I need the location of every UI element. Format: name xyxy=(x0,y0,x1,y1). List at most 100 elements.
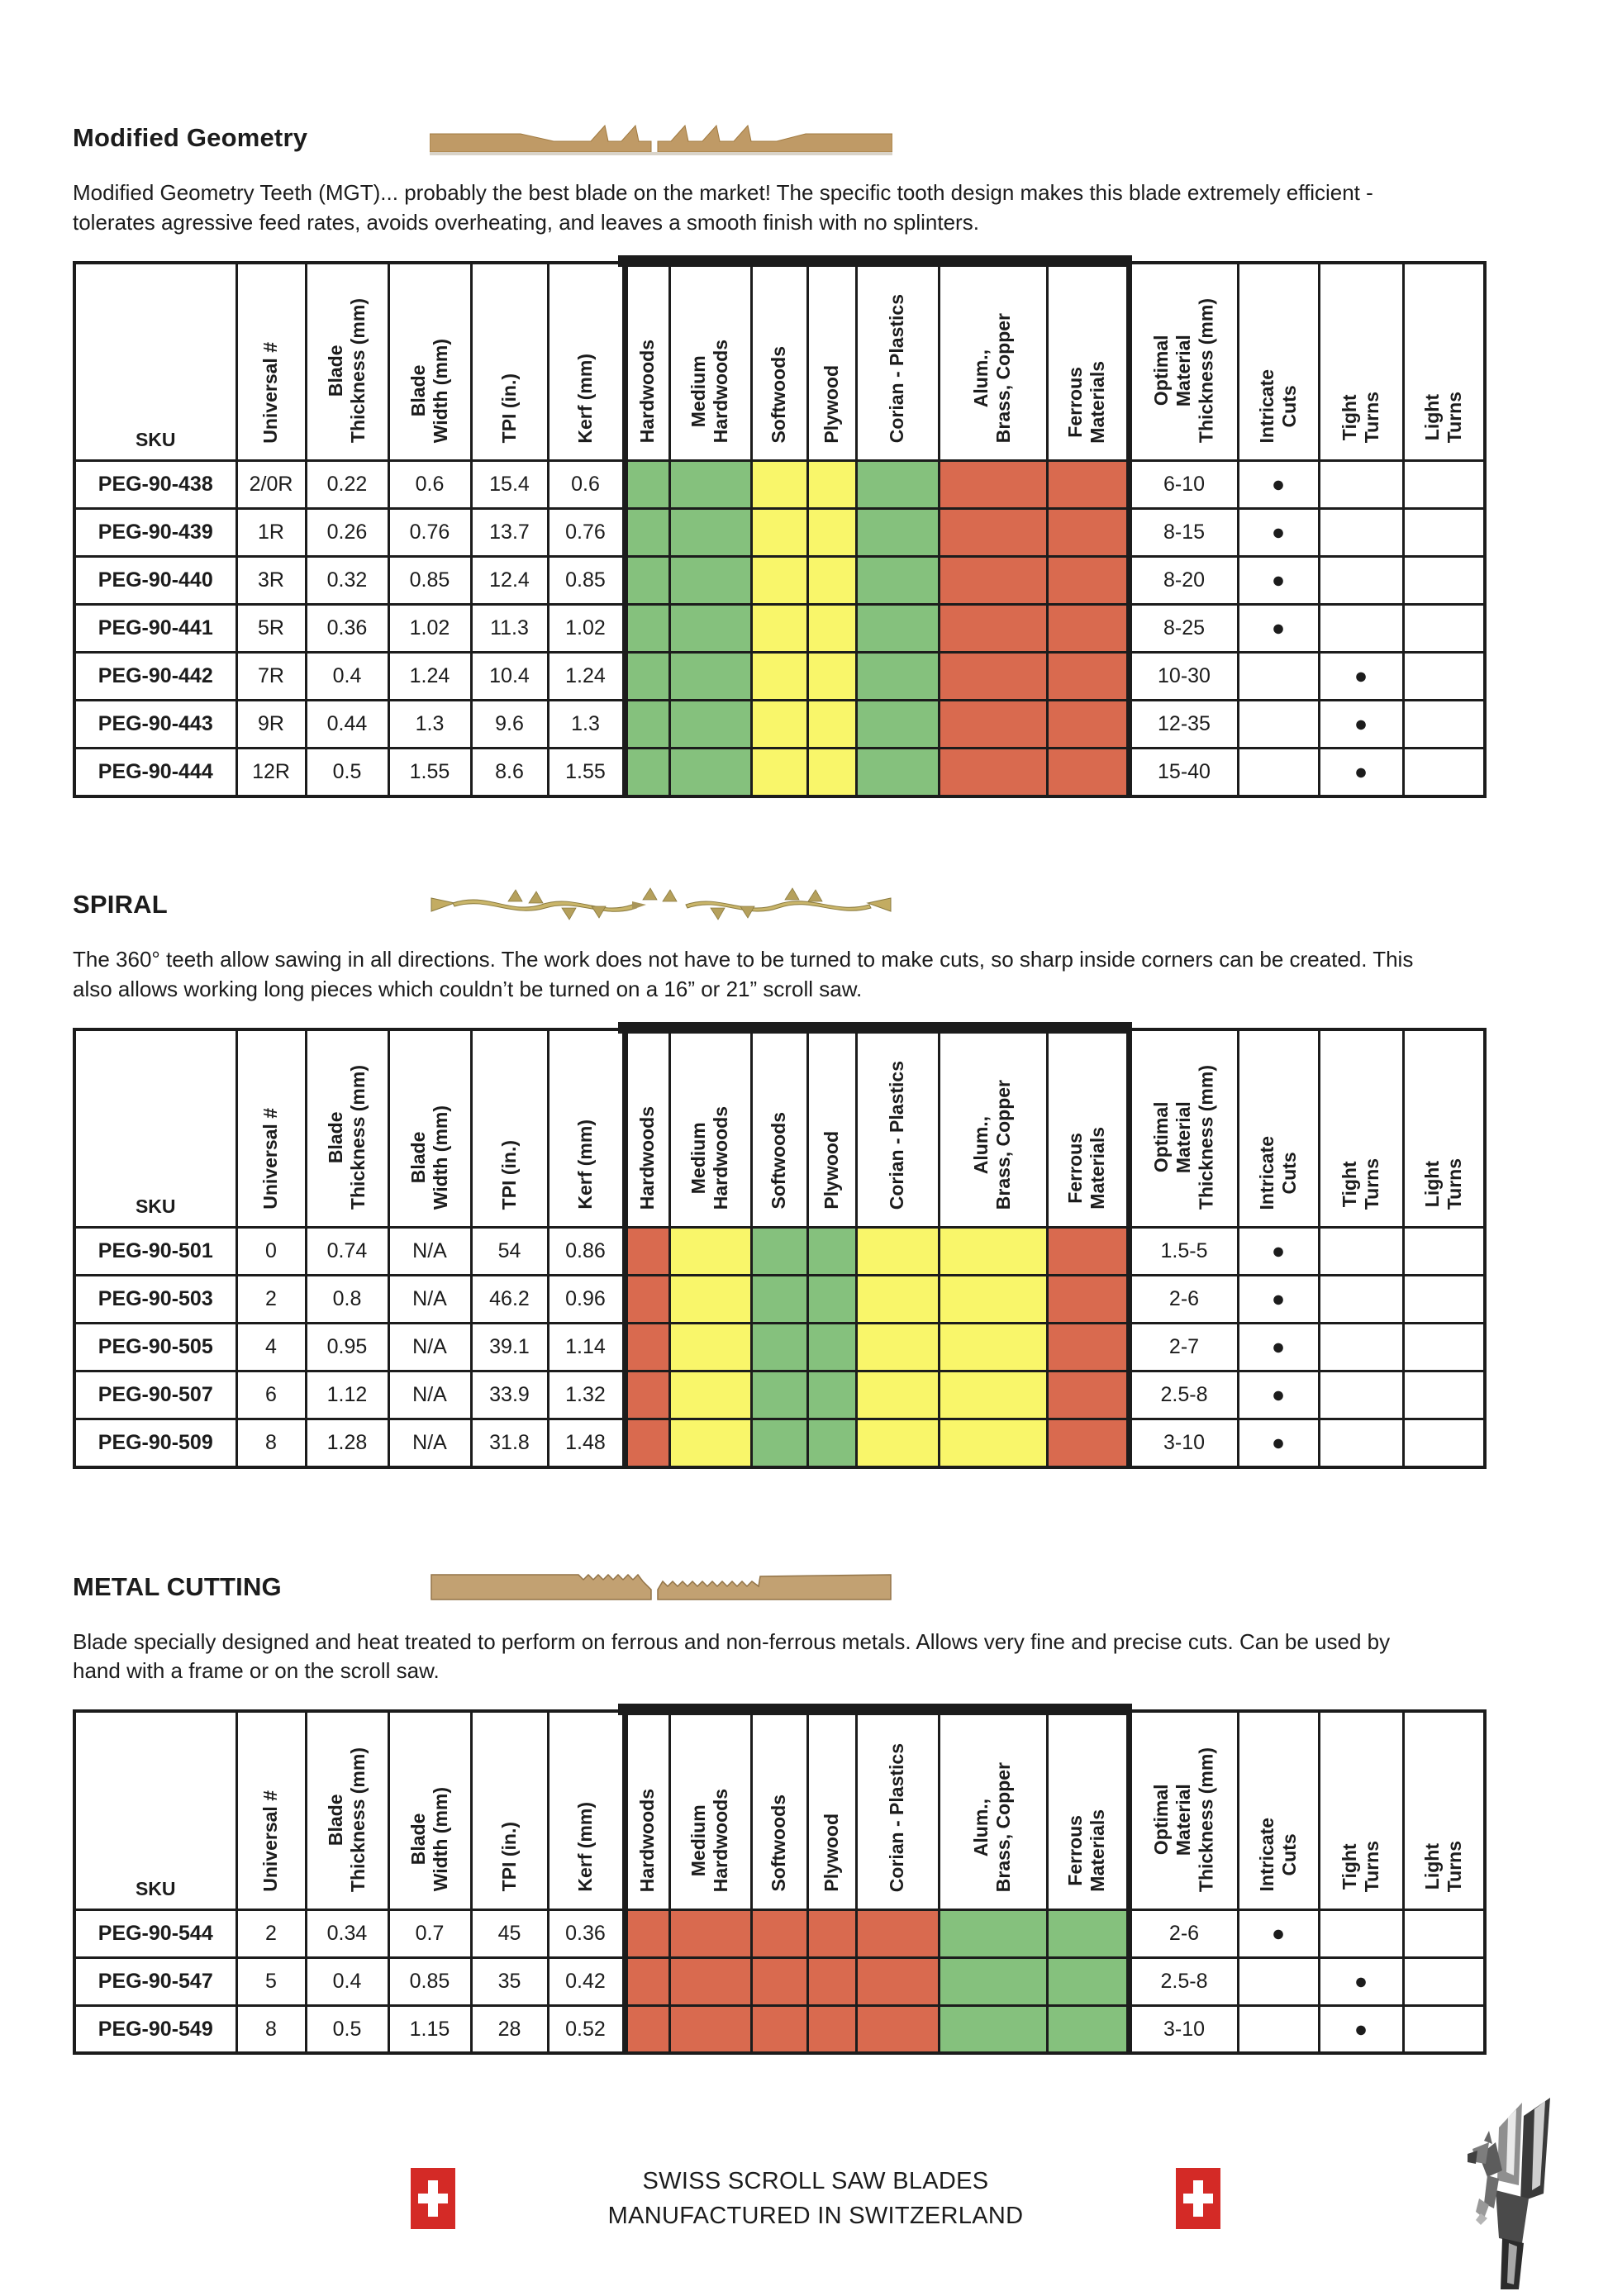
tight-mark-cell xyxy=(1317,1226,1405,1276)
optimal-thickness-cell: 12-35 xyxy=(1127,699,1239,750)
material-cell xyxy=(1045,2004,1132,2055)
universal-cell: 5R xyxy=(235,603,307,654)
column-header: Kerf (mm) xyxy=(546,261,626,463)
column-header: TPI (in.) xyxy=(469,1028,549,1229)
material-cell xyxy=(621,1908,671,1959)
universal-cell: 3R xyxy=(235,555,307,606)
material-cell xyxy=(668,747,753,798)
section-metal-cutting: METAL CUTTING Blade specially designed a… xyxy=(73,1469,1558,2056)
thickness-cell: 0.5 xyxy=(304,747,390,798)
material-cell xyxy=(668,2004,753,2055)
material-cell xyxy=(854,555,940,606)
universal-cell: 8 xyxy=(235,2004,307,2055)
kerf-cell: 0.85 xyxy=(546,555,626,606)
material-cell xyxy=(806,651,858,702)
light-mark-cell xyxy=(1401,507,1487,559)
column-header: Blade Width (mm) xyxy=(387,1709,473,1911)
metal-blade-image xyxy=(431,1573,892,1600)
material-cell xyxy=(749,507,809,559)
material-cell xyxy=(668,1226,753,1276)
thickness-cell: 1.28 xyxy=(304,1418,390,1468)
material-cell xyxy=(668,603,753,654)
material-cell xyxy=(621,603,671,654)
material-cell xyxy=(854,507,940,559)
material-cell xyxy=(1045,1322,1132,1372)
tight-mark-cell xyxy=(1317,1908,1405,1959)
width-cell: 0.7 xyxy=(387,1908,473,1959)
kerf-cell: 1.3 xyxy=(546,699,626,750)
material-cell xyxy=(749,1908,809,1959)
material-cell xyxy=(806,1908,858,1959)
sku-cell: PEG-90-505 xyxy=(73,1322,238,1372)
optimal-thickness-cell: 8-20 xyxy=(1127,555,1239,606)
table-header-row: SKU Universal # Blade Thickness (mm) Blade … xyxy=(73,1709,1487,1911)
thickness-cell: 0.36 xyxy=(304,603,390,654)
width-cell: 0.85 xyxy=(387,555,473,606)
sku-cell: PEG-90-549 xyxy=(73,2004,238,2055)
material-cell xyxy=(806,1370,858,1420)
width-cell: N/A xyxy=(387,1274,473,1324)
light-mark-cell xyxy=(1401,699,1487,750)
table-row: PEG-90-547 5 0.4 0.85 35 0.42 2.5-8 ● xyxy=(73,1956,1487,2007)
material-cell xyxy=(937,1418,1049,1468)
material-cell xyxy=(854,1274,940,1324)
material-cell xyxy=(806,747,858,798)
intricate-mark-cell xyxy=(1236,1956,1320,2007)
universal-cell: 8 xyxy=(235,1418,307,1468)
intricate-mark-cell: ● xyxy=(1236,1370,1320,1420)
thickness-cell: 0.5 xyxy=(304,2004,390,2055)
material-cell xyxy=(937,699,1049,750)
tpi-cell: 28 xyxy=(469,2004,549,2055)
universal-cell: 0 xyxy=(235,1226,307,1276)
material-cell xyxy=(1045,507,1132,559)
tight-mark-cell xyxy=(1317,1418,1405,1468)
universal-cell: 2 xyxy=(235,1274,307,1324)
material-cell xyxy=(749,699,809,750)
material-cell xyxy=(806,507,858,559)
material-cell xyxy=(1045,651,1132,702)
table-header-row: SKU Universal # Blade Thickness (mm) Blade … xyxy=(73,1028,1487,1229)
column-header: Hardwoods xyxy=(621,261,671,463)
tpi-cell: 45 xyxy=(469,1908,549,1959)
material-cell xyxy=(668,459,753,511)
sku-cell: PEG-90-440 xyxy=(73,555,238,606)
material-cell xyxy=(854,603,940,654)
light-mark-cell xyxy=(1401,459,1487,511)
table-row: PEG-90-439 1R 0.26 0.76 13.7 0.76 8-15 ● xyxy=(73,507,1487,559)
kerf-cell: 0.96 xyxy=(546,1274,626,1324)
column-header: Medium Hardwoods xyxy=(668,1709,753,1911)
column-header: TPI (in.) xyxy=(469,1709,549,1911)
kerf-cell: 1.32 xyxy=(546,1370,626,1420)
universal-cell: 4 xyxy=(235,1322,307,1372)
light-mark-cell xyxy=(1401,555,1487,606)
section-modified-geometry: Modified Geometry Modified Geometry Teet… xyxy=(73,0,1558,798)
column-header: Intricate Cuts xyxy=(1236,1709,1320,1911)
column-header: Medium Hardwoods xyxy=(668,261,753,463)
material-cell xyxy=(806,1274,858,1324)
column-header: Tight Turns xyxy=(1317,261,1405,463)
tight-mark-cell: ● xyxy=(1317,1956,1405,2007)
material-cell xyxy=(806,2004,858,2055)
material-cell xyxy=(937,603,1049,654)
kerf-cell: 1.24 xyxy=(546,651,626,702)
material-cell xyxy=(854,1370,940,1420)
material-cell xyxy=(668,1370,753,1420)
material-cell xyxy=(749,1274,809,1324)
material-cell xyxy=(937,555,1049,606)
light-mark-cell xyxy=(1401,1226,1487,1276)
column-header: Plywood xyxy=(806,1028,858,1229)
optimal-thickness-cell: 3-10 xyxy=(1127,1418,1239,1468)
width-cell: 0.6 xyxy=(387,459,473,511)
column-header: Intricate Cuts xyxy=(1236,1028,1320,1229)
tpi-cell: 35 xyxy=(469,1956,549,2007)
kerf-cell: 0.86 xyxy=(546,1226,626,1276)
thickness-cell: 0.34 xyxy=(304,1908,390,1959)
table-header-row: SKU Universal # Blade Thickness (mm) Blade … xyxy=(73,261,1487,463)
material-cell xyxy=(621,1418,671,1468)
footer-line2: MANUFACTURED IN SWITZERLAND xyxy=(607,2203,1024,2230)
material-cell xyxy=(806,1322,858,1372)
tight-mark-cell xyxy=(1317,507,1405,559)
material-cell xyxy=(806,459,858,511)
kerf-cell: 0.6 xyxy=(546,459,626,511)
tight-mark-cell xyxy=(1317,555,1405,606)
